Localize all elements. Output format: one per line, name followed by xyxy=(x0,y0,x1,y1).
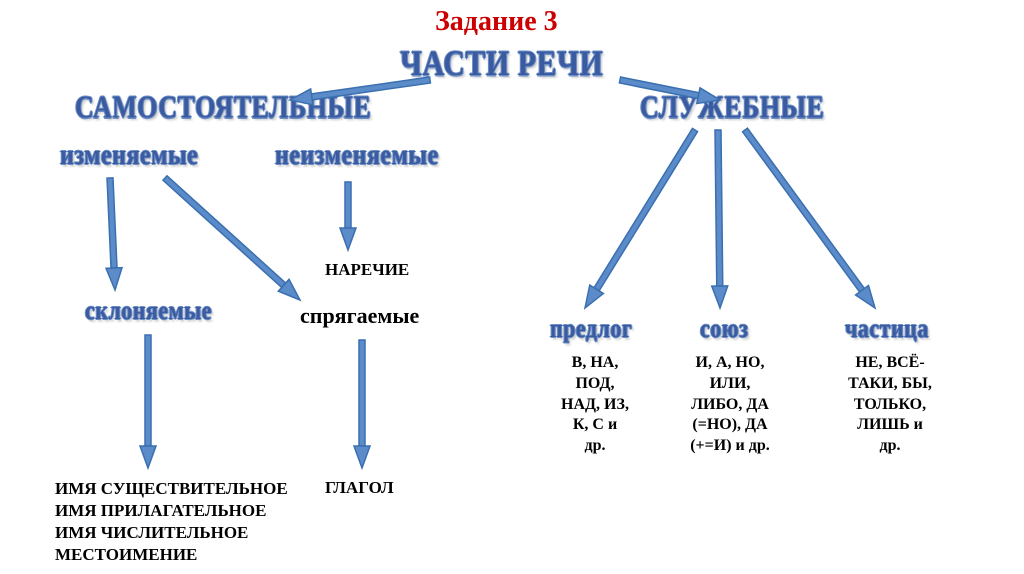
label-conjunction: союз xyxy=(700,313,748,344)
arrow-shaft-unchangeable-to-adverb xyxy=(345,182,351,228)
arrow-head-changeable-to-conj xyxy=(278,279,300,300)
label-preposition: предлог xyxy=(550,313,632,344)
arrow-head-service-to-conj xyxy=(712,286,728,308)
label-changeable: изменяемые xyxy=(60,140,198,172)
examples-particle: НЕ, ВСЁ- ТАКИ, БЫ, ТОЛЬКО, ЛИШЬ и др. xyxy=(820,353,960,457)
arrow-head-unchangeable-to-adverb xyxy=(340,228,356,250)
arrow-shaft-conjugable-to-verb xyxy=(359,340,365,446)
arrow-shaft-declinable-to-nouns xyxy=(145,335,151,446)
arrow-shaft-service-to-part xyxy=(743,128,865,292)
arrow-shaft-changeable-to-conj xyxy=(163,176,286,288)
task-title: Задание 3 xyxy=(435,6,558,38)
arrow-shaft-service-to-prep xyxy=(594,128,698,290)
label-service: СЛУЖЕБНЫЕ xyxy=(640,90,824,126)
arrow-shaft-changeable-to-decl xyxy=(107,178,117,268)
examples-conjunction: И, А, НО, ИЛИ, ЛИБО, ДА (=НО), ДА (+=И) … xyxy=(665,353,795,457)
arrow-head-service-to-part xyxy=(856,286,875,308)
arrow-head-declinable-to-nouns xyxy=(140,446,156,468)
arrow-head-service-to-prep xyxy=(585,285,603,308)
label-unchangeable: неизменяемые xyxy=(275,140,439,172)
label-independent: САМОСТОЯТЕЛЬНЫЕ xyxy=(75,90,371,126)
label-adverb: НАРЕЧИЕ xyxy=(325,260,409,280)
arrow-shaft-service-to-conj xyxy=(715,130,723,286)
label-declinable: склоняемые xyxy=(85,295,212,326)
label-particle: частица xyxy=(845,313,929,344)
arrow-head-conjugable-to-verb xyxy=(354,446,370,468)
examples-preposition: В, НА, ПОД, НАД, ИЗ, К, С и др. xyxy=(540,353,650,457)
main-title: ЧАСТИ РЕЧИ xyxy=(400,44,603,85)
label-verb: ГЛАГОЛ xyxy=(325,478,394,498)
label-noun-list: ИМЯ СУЩЕСТВИТЕЛЬНОЕ ИМЯ ПРИЛАГАТЕЛЬНОЕ И… xyxy=(55,478,288,566)
diagram-stage: Задание 3 ЧАСТИ РЕЧИ САМОСТОЯТЕЛЬНЫЕ СЛУ… xyxy=(0,0,1024,574)
label-conjugable: спрягаемые xyxy=(300,303,419,329)
arrow-head-changeable-to-decl xyxy=(106,268,122,290)
